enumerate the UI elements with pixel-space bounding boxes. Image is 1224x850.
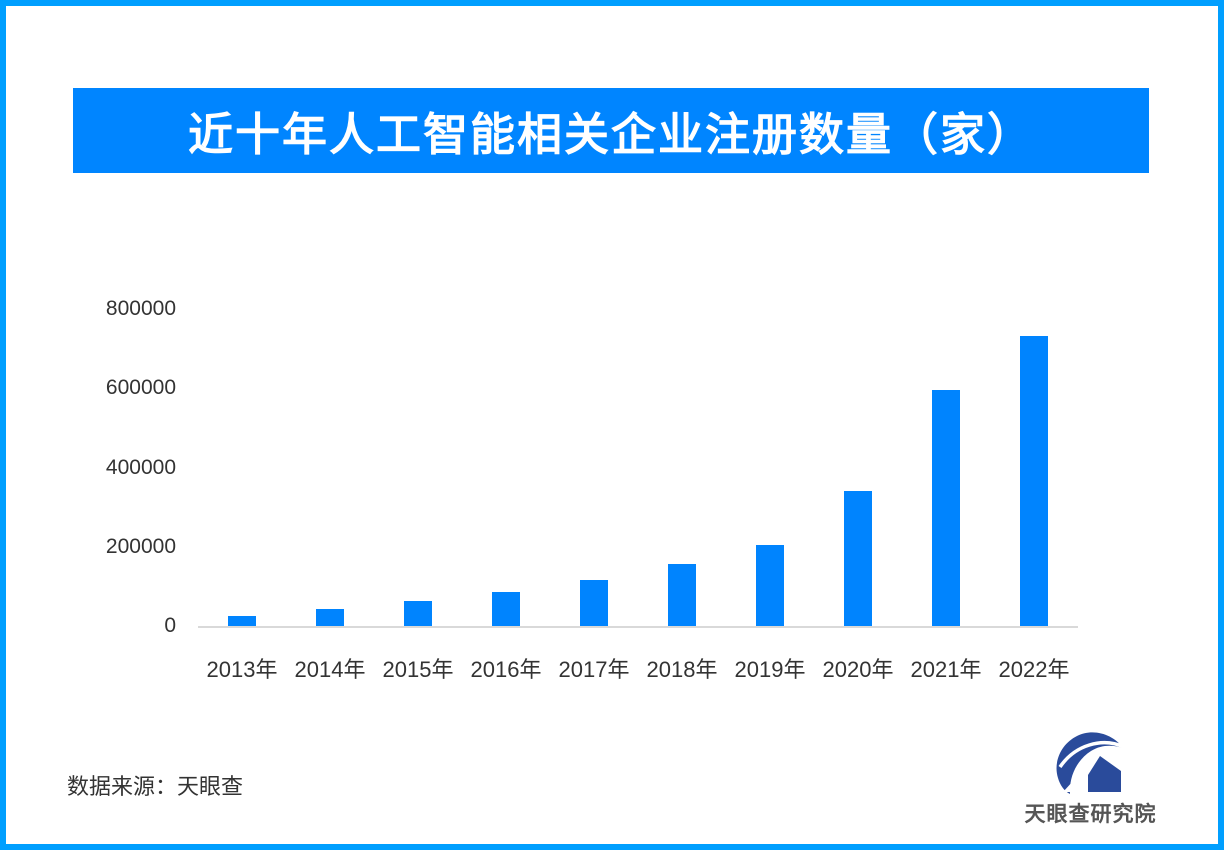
bar-chart: 0 200000 400000 600000 800000 2013年 2014年 2015… bbox=[106, 297, 1078, 682]
y-axis-labels: 0 200000 400000 600000 800000 bbox=[66, 297, 176, 637]
x-tick-label: 2013年 bbox=[206, 657, 278, 682]
chart-title: 近十年人工智能相关企业注册数量（家） bbox=[187, 109, 1034, 160]
x-tick-label: 2022年 bbox=[998, 657, 1070, 682]
tianyancha-logo: 天眼查研究院 bbox=[1020, 730, 1161, 828]
bar-2013年 bbox=[228, 616, 256, 626]
title-banner: 近十年人工智能相关企业注册数量（家） bbox=[73, 88, 1149, 173]
x-axis-labels: 2013年 2014年 2015年 2016年 2017年 2018年 2019年 2020年… bbox=[198, 652, 1078, 682]
bar-2020年 bbox=[844, 491, 872, 626]
y-tick-label: 600000 bbox=[105, 376, 176, 400]
y-tick-label: 400000 bbox=[105, 455, 176, 479]
x-axis-line bbox=[198, 626, 1078, 628]
tianyancha-eye-logo-icon bbox=[1056, 732, 1125, 794]
x-tick-label: 2017年 bbox=[558, 657, 630, 682]
x-tick-label: 2020年 bbox=[822, 657, 894, 682]
x-tick-label: 2014年 bbox=[294, 657, 366, 682]
y-tick-label: 200000 bbox=[105, 534, 176, 558]
bar-2019年 bbox=[756, 545, 784, 626]
x-tick-label: 2018年 bbox=[646, 657, 718, 682]
bar-2021年 bbox=[932, 390, 960, 626]
y-tick-label: 0 bbox=[164, 614, 176, 637]
bar-2017年 bbox=[580, 580, 608, 626]
logo-text: 天眼查研究院 bbox=[1024, 803, 1157, 826]
x-tick-label: 2016年 bbox=[470, 657, 542, 682]
bar-2015年 bbox=[404, 601, 432, 626]
plot-area bbox=[198, 309, 1078, 628]
bar-2018年 bbox=[668, 564, 696, 626]
x-tick-label: 2019年 bbox=[734, 657, 806, 682]
bar-2022年 bbox=[1020, 336, 1048, 626]
x-tick-label: 2015年 bbox=[382, 657, 454, 682]
y-tick-label: 800000 bbox=[105, 297, 176, 320]
bar-2014年 bbox=[316, 609, 344, 626]
x-tick-label: 2021年 bbox=[910, 657, 982, 682]
bar-2016年 bbox=[492, 592, 520, 626]
data-source-label: 数据来源：天眼查 bbox=[67, 774, 244, 799]
